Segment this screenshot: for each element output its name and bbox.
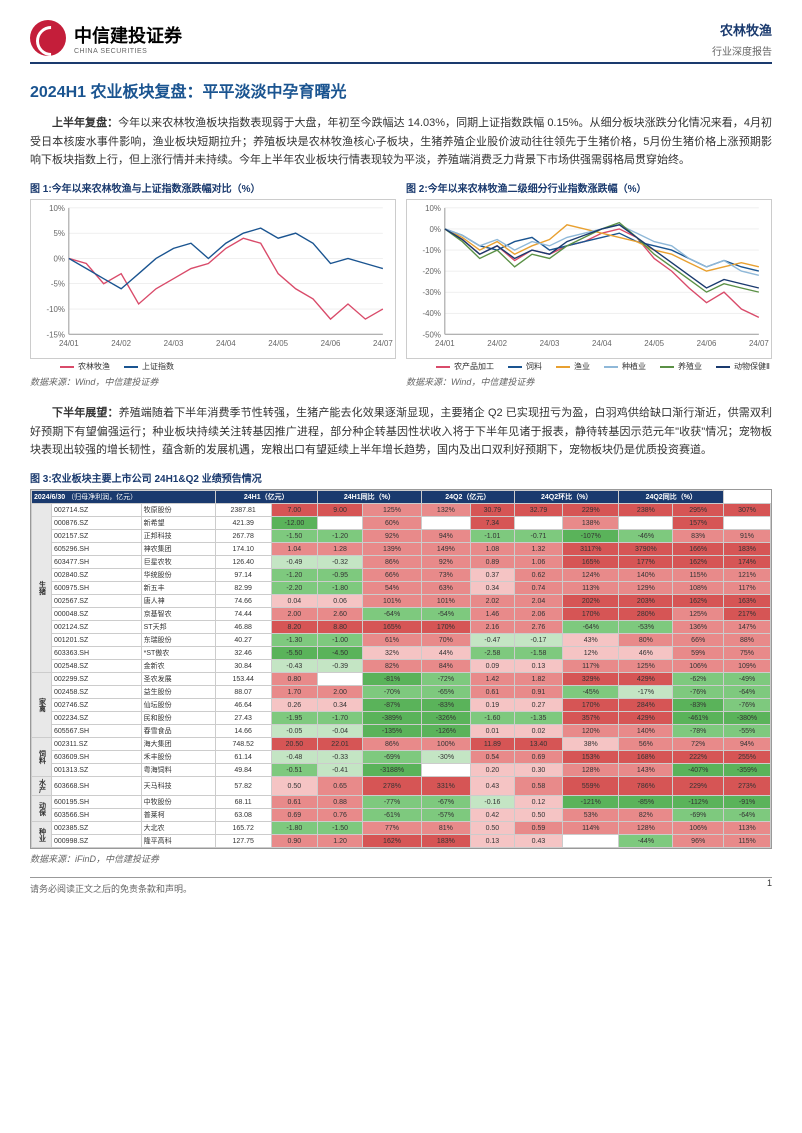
table-title: 图 3:农业板块主要上市公司 24H1&Q2 业绩预告情况 <box>30 470 772 485</box>
svg-text:24/05: 24/05 <box>644 339 664 348</box>
legend-item: 养殖业 <box>660 361 702 372</box>
legend-item: 饲料 <box>508 361 542 372</box>
svg-text:-15%: -15% <box>46 330 64 339</box>
table-row: 002840.SZ华统股份97.14-1.20-0.9566%73%0.370.… <box>32 569 771 582</box>
logo-text-en: CHINA SECURITIES <box>74 48 182 55</box>
table-row: 002458.SZ益生股份88.071.702.00-70%-65%0.610.… <box>32 686 771 699</box>
table-row: 000998.SZ隆平高科127.750.901.20162%183%0.130… <box>32 835 771 848</box>
svg-text:0%: 0% <box>429 225 440 234</box>
svg-text:24/02: 24/02 <box>487 339 507 348</box>
svg-text:0%: 0% <box>53 254 64 263</box>
svg-text:-5%: -5% <box>51 280 65 289</box>
chart1-title: 图 1:今年以来农林牧渔与上证指数涨跌幅对比（%） <box>30 180 396 195</box>
table-row: 饲料002311.SZ海大集团748.5220.5022.0186%100%11… <box>32 738 771 751</box>
performance-table: 2024/6/30 （归母净利润，亿元）24H1（亿元）24H1同比（%）24Q… <box>31 490 771 848</box>
page-number: 1 <box>767 878 772 895</box>
legend-item: 种植业 <box>604 361 646 372</box>
category-cell: 种业 <box>32 822 52 848</box>
header-sector: 农林牧渔 <box>712 20 772 39</box>
charts-row: 图 1:今年以来农林牧渔与上证指数涨跌幅对比（%） -15% -10% -5% 0% 5… <box>30 180 772 400</box>
table-row: 603363.SH*ST傲农32.46-5.50-4.5032%44%-2.58… <box>32 647 771 660</box>
svg-text:-50%: -50% <box>422 330 440 339</box>
table-row: 001201.SZ东瑞股份40.27-1.30-1.0061%70%-0.47-… <box>32 634 771 647</box>
page-header: 中信建投证券 CHINA SECURITIES 农林牧渔 行业深度报告 <box>30 20 772 58</box>
svg-text:-10%: -10% <box>46 305 64 314</box>
legend-item: 农产品加工 <box>436 361 494 372</box>
svg-text:5%: 5% <box>53 229 64 238</box>
table-row: 水产603668.SH天马科技57.820.500.65278%331%0.43… <box>32 777 771 796</box>
svg-text:-10%: -10% <box>422 246 440 255</box>
para2-body: 养殖端随着下半年消费季节性转强，生猪产能去化效果逐渐显现，主要猪企 Q2 已实现… <box>30 407 772 456</box>
table-row: 002548.SZ金新农30.84-0.43-0.3982%84%0.090.1… <box>32 660 771 673</box>
svg-text:24/04: 24/04 <box>216 339 236 348</box>
chart1-legend: 农林牧渔 上证指数 <box>30 361 396 372</box>
svg-text:-40%: -40% <box>422 309 440 318</box>
table-source: 数据来源：iFinD，中信建投证券 <box>30 852 772 865</box>
table-row: 605296.SH神农集团174.101.041.28139%149%1.081… <box>32 543 771 556</box>
legend-item: 农林牧渔 <box>60 361 110 372</box>
table-row: 002567.SZ唐人神74.660.040.06101%101%2.022.0… <box>32 595 771 608</box>
table-row: 002234.SZ民和股份27.43-1.95-1.70-389%-326%-1… <box>32 712 771 725</box>
category-cell: 生猪 <box>32 504 52 673</box>
legend-item: 渔业 <box>556 361 590 372</box>
table-row: 603609.SH禾丰股份61.14-0.48-0.33-69%-30%0.54… <box>32 751 771 764</box>
table-row: 种业002385.SZ大北农165.72-1.80-1.5077%81%0.50… <box>32 822 771 835</box>
table-row: 002746.SZ仙坛股份46.640.260.34-87%-83%0.190.… <box>32 699 771 712</box>
para1-body: 今年以来农林牧渔板块指数表现弱于大盘，年初至今跌幅达 14.03%，同期上证指数… <box>30 117 772 166</box>
svg-text:24/07: 24/07 <box>749 339 769 348</box>
svg-text:10%: 10% <box>49 204 65 213</box>
svg-text:24/02: 24/02 <box>111 339 131 348</box>
table-row: 000876.SZ新希望421.39-12.0060%7.34138%157% <box>32 517 771 530</box>
table-wrap: 2024/6/30 （归母净利润，亿元）24H1（亿元）24H1同比（%）24Q… <box>30 489 772 849</box>
header-report-type: 行业深度报告 <box>712 43 772 58</box>
logo-block: 中信建投证券 CHINA SECURITIES <box>30 20 182 56</box>
para2-lead: 下半年展望： <box>52 407 119 419</box>
table-row: 002157.SZ正邦科技267.78-1.50-1.2092%94%-1.01… <box>32 530 771 543</box>
svg-text:24/05: 24/05 <box>268 339 288 348</box>
svg-text:24/04: 24/04 <box>592 339 612 348</box>
table-row: 000048.SZ京基智农74.442.002.60-64%-54%1.462.… <box>32 608 771 621</box>
legend-item: 上证指数 <box>124 361 174 372</box>
paragraph-2: 下半年展望：养殖端随着下半年消费季节性转强，生猪产能去化效果逐渐显现，主要猪企 … <box>30 404 772 460</box>
footer-disclaimer: 请务必阅读正文之后的免责条款和声明。 <box>30 882 192 895</box>
chart2-box: -50% -40% -30% -20% -10% 0% 10% 24/01 24/02 24/03… <box>406 199 772 359</box>
page-title: 2024H1 农业板块复盘：平平淡淡中孕育曙光 <box>30 78 772 102</box>
table-row: 家禽002299.SZ圣农发展153.440.80-81%-72%1.421.8… <box>32 673 771 686</box>
table-row: 生猪002714.SZ牧原股份2387.817.009.00125%132%30… <box>32 504 771 517</box>
chart2-source: 数据来源：Wind，中信建投证券 <box>406 375 772 388</box>
chart1-source: 数据来源：Wind，中信建投证券 <box>30 375 396 388</box>
category-cell: 水产 <box>32 777 52 796</box>
table-row: 001313.SZ粤海饲料49.84-0.51-0.41-3188%0.200.… <box>32 764 771 777</box>
table-row: 603566.SH普莱柯63.080.690.76-61%-57%0.420.5… <box>32 809 771 822</box>
svg-text:24/06: 24/06 <box>697 339 717 348</box>
svg-text:24/01: 24/01 <box>435 339 455 348</box>
svg-text:10%: 10% <box>425 204 441 213</box>
svg-text:24/03: 24/03 <box>164 339 184 348</box>
table-row: 603477.SH巨星农牧126.40-0.49-0.3286%92%0.891… <box>32 556 771 569</box>
category-cell: 动保 <box>32 796 52 822</box>
svg-text:-30%: -30% <box>422 288 440 297</box>
logo-text-cn: 中信建投证券 <box>74 22 182 48</box>
svg-text:24/06: 24/06 <box>321 339 341 348</box>
header-divider <box>30 62 772 64</box>
table-row: 605567.SH春雪食品14.66-0.05-0.04-135%-126%0.… <box>32 725 771 738</box>
chart2-legend: 农产品加工 饲料 渔业 种植业 养殖业 动物保健Ⅱ <box>406 361 772 372</box>
svg-text:24/01: 24/01 <box>59 339 79 348</box>
svg-text:24/03: 24/03 <box>540 339 560 348</box>
table-row: 002124.SZST天邦46.888.208.80165%170%2.162.… <box>32 621 771 634</box>
category-cell: 饲料 <box>32 738 52 777</box>
table-row: 600975.SH新五丰82.99-2.20-1.8054%63%0.340.7… <box>32 582 771 595</box>
svg-text:-20%: -20% <box>422 267 440 276</box>
chart2-col: 图 2:今年以来农林牧渔二级细分行业指数涨跌幅（%） -50%-40%-30%-… <box>406 180 772 400</box>
para1-lead: 上半年复盘： <box>52 117 118 129</box>
chart1-col: 图 1:今年以来农林牧渔与上证指数涨跌幅对比（%） -15% -10% -5% 0% 5… <box>30 180 396 400</box>
svg-text:24/07: 24/07 <box>373 339 393 348</box>
chart2-title: 图 2:今年以来农林牧渔二级细分行业指数涨跌幅（%） <box>406 180 772 195</box>
chart1-box: -15% -10% -5% 0% 5% 10% 24/01 24/02 24/03 24/04 24… <box>30 199 396 359</box>
table-row: 动保600195.SH中牧股份68.110.610.88-77%-67%-0.1… <box>32 796 771 809</box>
category-cell: 家禽 <box>32 673 52 738</box>
legend-item: 动物保健Ⅱ <box>716 361 770 372</box>
logo-icon <box>30 20 66 56</box>
paragraph-1: 上半年复盘：今年以来农林牧渔板块指数表现弱于大盘，年初至今跌幅达 14.03%，… <box>30 114 772 170</box>
